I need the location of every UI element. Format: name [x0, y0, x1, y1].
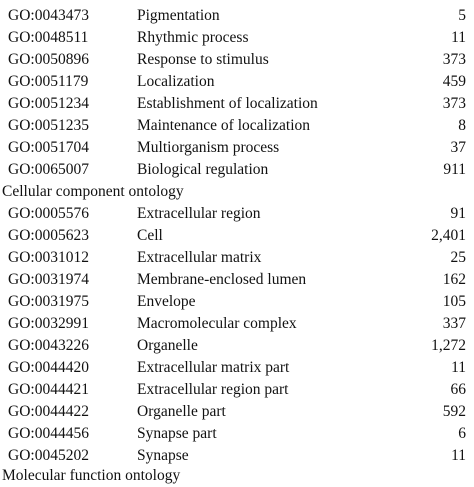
go-id: GO:0051234: [8, 95, 89, 112]
table-row: GO:0043226 Organelle 1,272: [0, 335, 474, 357]
go-id: GO:0043226: [8, 337, 89, 354]
go-id: GO:0044420: [8, 359, 89, 376]
go-term: Envelope: [137, 293, 196, 310]
table-row: GO:0045202 Synapse 11: [0, 445, 474, 467]
go-id: GO:0051704: [8, 139, 89, 156]
gene-count: 459: [442, 73, 466, 90]
table-row: GO:0048511 Rhythmic process 11: [0, 27, 474, 49]
gene-count: 6: [458, 425, 466, 442]
go-id: GO:0065007: [8, 161, 89, 178]
go-id: GO:0044421: [8, 381, 89, 398]
go-term: Membrane-enclosed lumen: [137, 271, 307, 288]
go-id: GO:0031975: [8, 293, 89, 310]
gene-count: 11: [451, 447, 466, 464]
go-term: Extracellular region part: [137, 381, 289, 398]
gene-count: 37: [450, 139, 467, 156]
go-term: Macromolecular complex: [137, 315, 297, 332]
go-term: Organelle: [137, 337, 198, 354]
gene-count: 105: [442, 293, 466, 310]
go-term: Biological regulation: [137, 161, 269, 178]
table-row: GO:0051234 Establishment of localization…: [0, 93, 474, 115]
table-row: GO:0051179 Localization 459: [0, 71, 474, 93]
table-row: GO:0005576 Extracellular region 91: [0, 203, 474, 225]
section-heading-cellular-component: Cellular component ontology: [2, 183, 184, 200]
go-term: Cell: [137, 227, 163, 244]
gene-count: 1,272: [431, 337, 466, 354]
go-term: Organelle part: [137, 403, 226, 420]
go-term: Multiorganism process: [137, 139, 280, 156]
gene-count: 911: [443, 161, 466, 178]
gene-count: 5: [458, 7, 466, 24]
table-row: GO:0065007 Biological regulation 911: [0, 159, 474, 181]
go-term: Synapse: [137, 447, 189, 464]
go-id: GO:0005623: [8, 227, 89, 244]
gene-count: 66: [450, 381, 467, 398]
go-id: GO:0050896: [8, 51, 89, 68]
go-term: Establishment of localization: [137, 95, 318, 112]
table-row: GO:0044422 Organelle part 592: [0, 401, 474, 423]
go-term: Rhythmic process: [137, 29, 249, 46]
gene-count: 373: [442, 95, 466, 112]
table-row: GO:0043473 Pigmentation 5: [0, 5, 474, 27]
go-id: GO:0051235: [8, 117, 89, 134]
go-id: GO:0045202: [8, 447, 89, 464]
table-row: GO:0051704 Multiorganism process 37: [0, 137, 474, 159]
gene-count: 11: [451, 29, 466, 46]
go-id: GO:0031974: [8, 271, 89, 288]
table-row: GO:0044456 Synapse part 6: [0, 423, 474, 445]
table-row: GO:0044421 Extracellular region part 66: [0, 379, 474, 401]
go-id: GO:0044422: [8, 403, 89, 420]
section-heading-molecular-function: Molecular function ontology: [2, 467, 181, 484]
gene-count: 337: [442, 315, 466, 332]
table-row: GO:0031974 Membrane-enclosed lumen 162: [0, 269, 474, 291]
go-id: GO:0051179: [8, 73, 89, 90]
go-term: Extracellular region: [137, 205, 261, 222]
gene-count: 8: [458, 117, 466, 134]
table-row: GO:0031975 Envelope 105: [0, 291, 474, 313]
go-id: GO:0044456: [8, 425, 89, 442]
table-row: GO:0032991 Macromolecular complex 337: [0, 313, 474, 335]
go-term: Extracellular matrix: [137, 249, 262, 266]
go-id: GO:0048511: [8, 29, 89, 46]
gene-count: 11: [451, 359, 466, 376]
go-term: Extracellular matrix part: [137, 359, 290, 376]
table-row: GO:0051235 Maintenance of localization 8: [0, 115, 474, 137]
gene-count: 373: [442, 51, 466, 68]
go-term: Localization: [137, 73, 215, 90]
go-id: GO:0043473: [8, 7, 89, 24]
table-row: GO:0044420 Extracellular matrix part 11: [0, 357, 474, 379]
gene-count: 91: [450, 205, 467, 222]
gene-count: 162: [442, 271, 466, 288]
go-id: GO:0032991: [8, 315, 89, 332]
gene-count: 592: [442, 403, 466, 420]
go-id: GO:0005576: [8, 205, 89, 222]
table-row: GO:0005623 Cell 2,401: [0, 225, 474, 247]
gene-count: 2,401: [431, 227, 466, 244]
gene-count: 25: [450, 249, 467, 266]
table-row: GO:0050896 Response to stimulus 373: [0, 49, 474, 71]
go-term: Response to stimulus: [137, 51, 269, 68]
table-row: GO:0031012 Extracellular matrix 25: [0, 247, 474, 269]
go-term: Pigmentation: [137, 7, 220, 24]
go-term: Maintenance of localization: [137, 117, 311, 134]
go-term: Synapse part: [137, 425, 217, 442]
go-id: GO:0031012: [8, 249, 89, 266]
